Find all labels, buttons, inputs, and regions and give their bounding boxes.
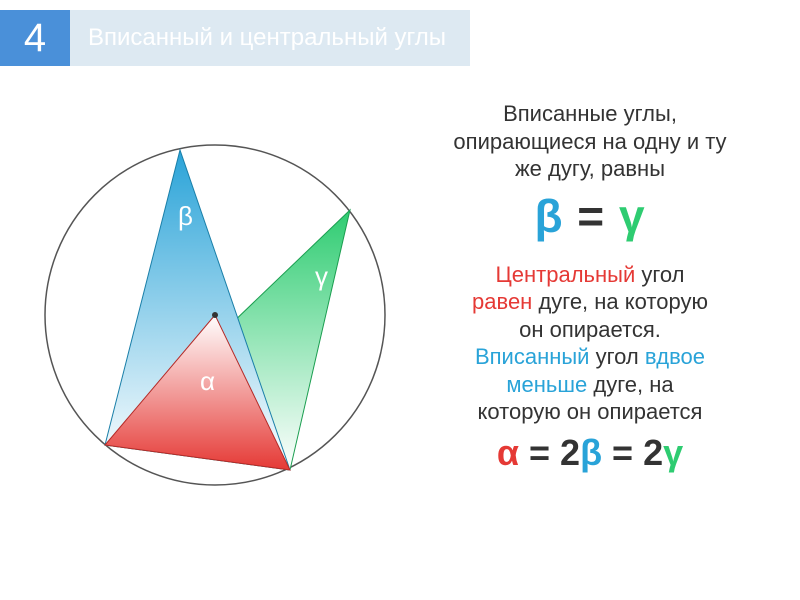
equation-alpha-2beta-2gamma: α = 2β = 2γ: [420, 432, 760, 474]
header-bar: 4 Вписанный и центральный углы: [0, 10, 470, 66]
eq2-alpha: α: [497, 432, 519, 473]
alpha-label: α: [200, 366, 215, 396]
center-point: [212, 312, 218, 318]
theorem1-line3: же дугу, равны: [515, 156, 665, 181]
t2-twice: вдвое: [645, 344, 705, 369]
slide-number: 4: [0, 10, 70, 66]
diagram: β γ α: [0, 90, 420, 590]
eq2-gamma: γ: [663, 432, 683, 473]
t2-central: Центральный: [495, 262, 635, 287]
text-column: Вписанные углы, опирающиеся на одну и ту…: [420, 90, 780, 590]
t2-l5b: дуге, на: [587, 372, 673, 397]
theorem1: Вписанные углы, опирающиеся на одну и ту…: [420, 100, 760, 183]
t2-l1b: угол: [635, 262, 684, 287]
content-area: β γ α Вписанные углы, опирающиеся на одн…: [0, 90, 800, 590]
theorem1-line2: опирающиеся на одну и ту: [453, 129, 726, 154]
eq2-beta: β: [580, 432, 602, 473]
t2-equal: равен: [472, 289, 532, 314]
t2-less: меньше: [506, 372, 587, 397]
slide-title: Вписанный и центральный углы: [70, 10, 470, 66]
t2-l3: он опирается.: [519, 317, 661, 342]
t2-inscribed: Вписанный: [475, 344, 590, 369]
eq1-gamma: γ: [619, 190, 646, 242]
gamma-label: γ: [315, 261, 328, 291]
theorem1-line1: Вписанные углы,: [503, 101, 677, 126]
eq1-equals: =: [564, 190, 619, 242]
equation-beta-gamma: β = γ: [420, 189, 760, 243]
eq1-beta: β: [534, 190, 563, 242]
theorem2: Центральный угол равен дуге, на которую …: [420, 261, 760, 426]
t2-l4b: угол: [589, 344, 644, 369]
angles-diagram: β γ α: [30, 110, 410, 530]
eq2-s1: = 2: [519, 432, 580, 473]
t2-l6: которую он опирается: [478, 399, 703, 424]
t2-l2b: дуге, на которую: [532, 289, 708, 314]
eq2-s2: = 2: [602, 432, 663, 473]
beta-label: β: [178, 201, 193, 231]
